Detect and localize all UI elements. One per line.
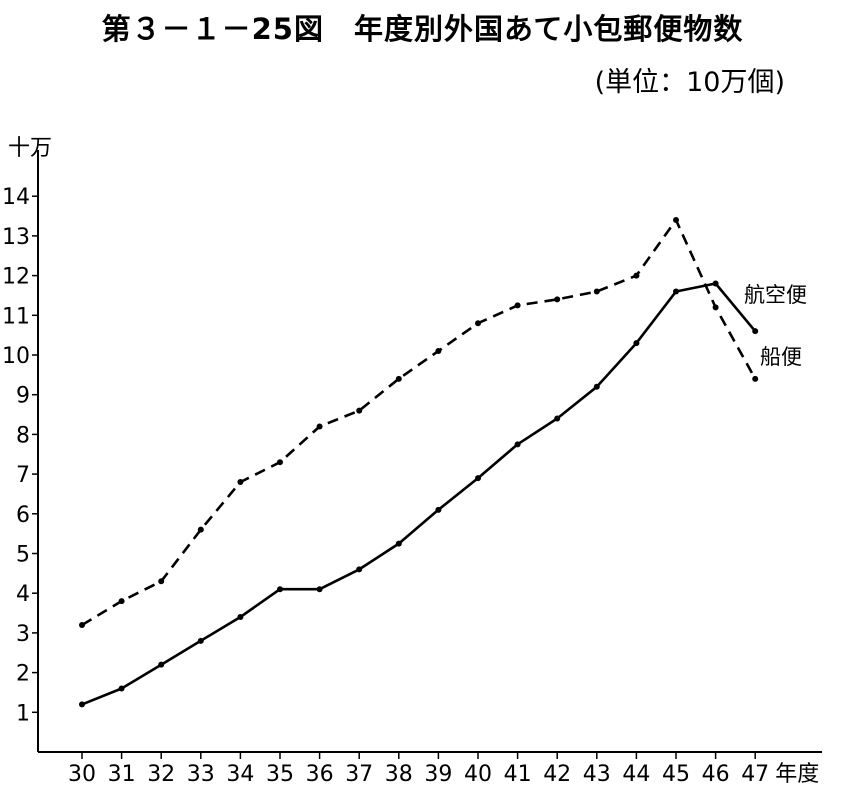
y-tick-label: 11 xyxy=(2,304,30,329)
series-lines xyxy=(81,218,757,706)
data-point xyxy=(356,566,363,573)
data-point xyxy=(554,415,561,422)
x-tick-label: 40 xyxy=(464,762,492,787)
x-axis-label: 年度 xyxy=(775,762,819,787)
chart-title: 第３－１－25図 年度別外国あて小包郵便物数 xyxy=(101,12,744,46)
y-axis-label: 十万 xyxy=(8,136,52,161)
x-tick-label: 38 xyxy=(385,762,413,787)
data-point xyxy=(633,272,640,279)
y-tick-label: 13 xyxy=(2,225,30,250)
y-tick-label: 4 xyxy=(16,582,30,607)
data-point xyxy=(712,304,719,311)
data-point xyxy=(435,506,442,513)
y-tick-label: 7 xyxy=(16,463,30,488)
series-points xyxy=(79,217,759,708)
x-tick-label: 34 xyxy=(226,762,254,787)
data-point xyxy=(395,375,402,382)
data-point xyxy=(158,661,165,668)
data-point xyxy=(237,479,244,486)
series-line-air xyxy=(81,282,757,706)
x-tick-label: 47 xyxy=(741,762,769,787)
y-tick-label: 10 xyxy=(2,344,30,369)
data-point xyxy=(356,407,363,414)
data-point xyxy=(79,621,85,628)
data-point xyxy=(435,348,442,355)
x-tick-label: 39 xyxy=(424,762,452,787)
data-point xyxy=(593,288,600,295)
x-tick-label: 31 xyxy=(108,762,136,787)
data-point xyxy=(277,459,283,466)
data-point xyxy=(197,526,204,533)
x-tick-label: 44 xyxy=(622,762,650,787)
data-point xyxy=(593,383,600,390)
series-label-surface: 船便 xyxy=(760,345,802,369)
data-point xyxy=(395,540,402,547)
data-point xyxy=(475,475,481,482)
data-point xyxy=(554,296,561,303)
series-line-surface xyxy=(81,218,757,627)
data-point xyxy=(277,586,283,593)
x-tick-label: 30 xyxy=(68,762,96,787)
unit-label: (単位：10万個) xyxy=(594,67,785,98)
data-point xyxy=(712,280,719,287)
x-tick-label: 45 xyxy=(662,762,690,787)
data-point xyxy=(158,578,165,585)
x-tick-label: 43 xyxy=(583,762,611,787)
data-point xyxy=(514,441,521,448)
data-point xyxy=(316,423,323,430)
data-point xyxy=(118,598,125,605)
data-point xyxy=(197,637,204,644)
x-tick-label: 46 xyxy=(702,762,730,787)
y-tick-label: 6 xyxy=(16,503,30,528)
data-point xyxy=(475,320,481,327)
data-point xyxy=(752,328,759,335)
data-point xyxy=(514,302,521,309)
x-tick-label: 37 xyxy=(345,762,373,787)
y-tick-label: 9 xyxy=(16,384,30,409)
x-tick-label: 32 xyxy=(147,762,175,787)
y-tick-label: 3 xyxy=(16,622,30,647)
data-point xyxy=(633,340,640,347)
x-tick-label: 42 xyxy=(543,762,571,787)
y-tick-label: 5 xyxy=(16,543,30,568)
data-point xyxy=(237,614,244,621)
data-point xyxy=(752,375,759,382)
y-tick-label: 12 xyxy=(2,265,30,290)
x-tick-label: 41 xyxy=(504,762,532,787)
data-point xyxy=(316,586,323,593)
x-tick-label: 33 xyxy=(187,762,215,787)
data-point xyxy=(673,217,679,224)
x-axis-ticks: 30 31 32 33 34 35 36 37 38 39 40 41 42 43 44 45 46 47 年度 xyxy=(68,752,819,787)
data-point xyxy=(79,701,85,708)
x-tick-label: 36 xyxy=(306,762,334,787)
axes: 十万 xyxy=(8,136,822,753)
data-point xyxy=(673,288,679,295)
series-label-air: 航空便 xyxy=(744,283,807,307)
x-tick-label: 35 xyxy=(266,762,294,787)
y-tick-label: 1 xyxy=(16,701,30,726)
y-tick-label: 2 xyxy=(16,662,30,687)
y-tick-label: 8 xyxy=(16,423,30,448)
data-point xyxy=(118,685,125,692)
y-tick-label: 14 xyxy=(2,185,30,210)
